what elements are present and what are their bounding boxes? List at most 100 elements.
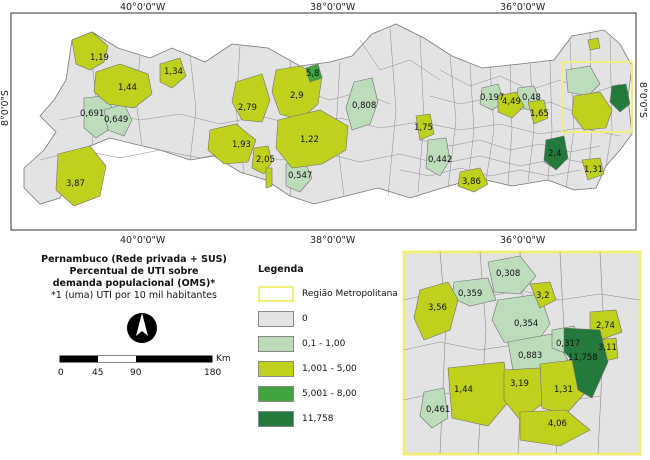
- municipality-value: 2,4: [548, 149, 562, 159]
- municipality-value: 3,86: [462, 177, 481, 187]
- inset-lime: [519, 409, 591, 447]
- inset-value: 4,06: [548, 419, 567, 429]
- inset-value: 2,74: [596, 321, 615, 331]
- inset-labels: 0,308 0,359 3,56 3,2 0,354 2,74 0,317 3,…: [426, 269, 617, 429]
- inset-value: 3,11: [598, 343, 617, 353]
- municipality-value: 2,79: [238, 103, 257, 113]
- municipality-value: 0,197: [480, 93, 504, 103]
- scale-tick: 0: [58, 368, 64, 378]
- municipality-value: 0,442: [428, 155, 452, 165]
- legend-label: Região Metropolitana: [302, 289, 398, 299]
- municipality-value: 0,691: [80, 109, 104, 119]
- legend-item: 0: [258, 310, 398, 328]
- municipality-lime: [415, 113, 435, 141]
- legend-item-metro: Região Metropolitana: [258, 285, 398, 303]
- municipality-labels: 1,19 1,44 1,34 0,691 0,649 2,79 2,9 5,8 …: [66, 53, 603, 189]
- legend-swatch: [258, 411, 294, 427]
- municipality-lime: [275, 109, 349, 169]
- municipality-lime: [571, 91, 613, 131]
- legend-label: 11,758: [302, 414, 334, 424]
- municipality-light-green: [425, 137, 451, 177]
- inset-lime: [529, 281, 557, 309]
- municipality-value: 0,547: [288, 171, 312, 181]
- coord-left: 8°0'0"S: [0, 90, 11, 126]
- municipality-value: 4,49: [502, 97, 521, 107]
- municipality-lime: [207, 123, 257, 165]
- title-line: Percentual de UTI sobre: [69, 266, 199, 277]
- metro-region-outline: [561, 61, 633, 133]
- scale-tick: 180: [204, 368, 221, 378]
- legend-label: 0: [302, 314, 308, 324]
- coord-top: 36°0'0"W: [500, 2, 546, 13]
- inset-value: 0,308: [496, 269, 520, 279]
- legend-swatch: [258, 311, 294, 327]
- inset-value: 0,883: [518, 351, 542, 361]
- municipality-value: 3,87: [66, 179, 85, 189]
- municipality-lime: [587, 37, 601, 51]
- municipality-lime: [581, 157, 605, 181]
- title-footnote: *1 (uma) UTI por 10 mil habitantes: [51, 290, 217, 301]
- municipality-lime: [527, 99, 549, 125]
- inset-light-green: [419, 387, 449, 429]
- inset-lime: [503, 367, 549, 421]
- coord-bottom: 36°0'0"W: [500, 235, 546, 246]
- scale-tick: 90: [130, 368, 142, 378]
- inset-dark-green: [563, 327, 609, 399]
- legend-title: Legenda: [258, 264, 304, 275]
- title-line: Pernambuco (Rede privada + SUS): [41, 254, 227, 265]
- inset-value: 0,359: [458, 289, 482, 299]
- map-title: Pernambuco (Rede privada + SUS) Percentu…: [18, 254, 250, 302]
- municipality-value: 1,19: [90, 53, 109, 63]
- legend-swatch: [258, 286, 294, 302]
- scale-unit: Km: [216, 354, 231, 364]
- inset-value: 3,56: [428, 303, 447, 313]
- inset-value: 1,44: [454, 385, 473, 395]
- municipality-lime: [55, 145, 107, 207]
- inset-value: 0,461: [426, 405, 450, 415]
- municipality-lime: [71, 31, 109, 71]
- municipality-dark-green: [609, 83, 631, 113]
- inset-map: 0,308 0,359 3,56 3,2 0,354 2,74 0,317 3,…: [402, 250, 642, 456]
- legend-swatch: [258, 361, 294, 377]
- north-arrow-icon: [127, 313, 157, 343]
- municipality-lime: [265, 167, 273, 189]
- legend-item: 11,758: [258, 410, 398, 428]
- title-line: demanda populacional (OMS)*: [52, 278, 216, 289]
- municipality-value: 0,649: [104, 115, 128, 125]
- municipality-dark-green: [543, 135, 569, 171]
- scale-tick: 45: [92, 368, 103, 378]
- inset-value: 3,19: [510, 379, 529, 389]
- municipality-lime: [457, 167, 489, 193]
- legend-label: 1,001 - 5,00: [302, 364, 357, 374]
- municipality-value: 2,05: [256, 155, 275, 165]
- municipality-light-green: [345, 77, 379, 131]
- legend-label: 0,1 - 1,00: [302, 339, 346, 349]
- municipality-value: 1,65: [530, 109, 549, 119]
- legend-item: 5,001 - 8,00: [258, 385, 398, 403]
- legend-swatch: [258, 386, 294, 402]
- coordinate-labels: 40°0'0"W 38°0'0"W 36°0'0"W 40°0'0"W 38°0…: [0, 2, 648, 246]
- municipality-lime: [93, 63, 153, 109]
- legend-swatch: [258, 336, 294, 352]
- coord-top: 38°0'0"W: [310, 2, 356, 13]
- inset-value: 1,31: [554, 385, 573, 395]
- coord-top: 40°0'0"W: [120, 2, 166, 13]
- coord-right: 8°0'0"S: [637, 82, 648, 118]
- inset-value: 0,317: [556, 339, 580, 349]
- municipality-value: 1,93: [232, 140, 251, 150]
- municipality-lime: [159, 57, 187, 89]
- municipality-value: 0,808: [352, 101, 376, 111]
- municipality-lime: [497, 91, 525, 119]
- municipality-light-green: [565, 65, 601, 97]
- municipality-value: 1,44: [118, 83, 137, 93]
- inset-lime: [413, 281, 459, 341]
- scale-bar: Km 0 45 90 180: [58, 354, 231, 378]
- inset-value: 3,2: [536, 291, 550, 301]
- inset-lime: [447, 361, 511, 427]
- municipality-value: 1,31: [584, 165, 603, 175]
- inset-value: 11,758: [568, 353, 598, 363]
- legend-label: 5,001 - 8,00: [302, 389, 357, 399]
- municipality-value: 1,22: [300, 135, 319, 145]
- main-map: 1,19 1,44 1,34 0,691 0,649 2,79 2,9 5,8 …: [0, 2, 648, 246]
